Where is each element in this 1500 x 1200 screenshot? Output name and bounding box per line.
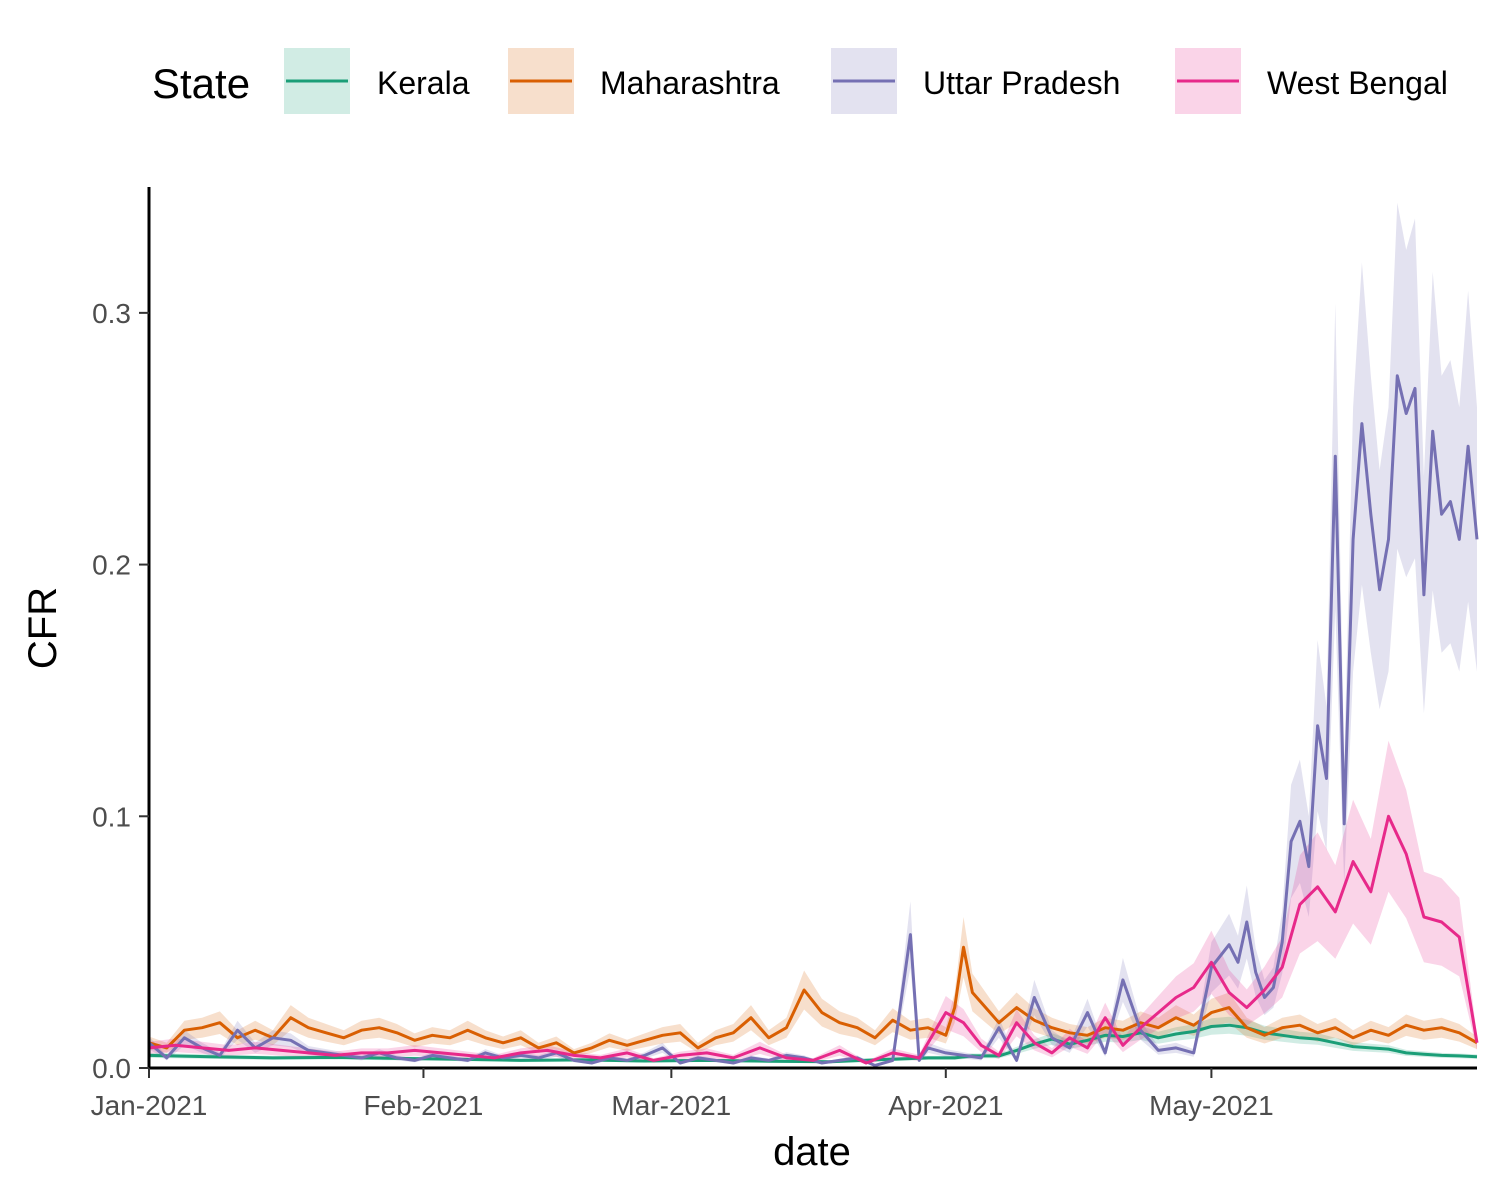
line-maharashtra	[148, 945, 1478, 1055]
confidence-bands	[149, 202, 1477, 1067]
band-kerala	[149, 1016, 1477, 1063]
band-uttar-pradesh	[149, 202, 1477, 1067]
x-tick-label: Jan-2021	[91, 1090, 208, 1121]
x-axis-title: date	[773, 1130, 851, 1174]
band-maharashtra	[149, 917, 1477, 1057]
series-lines	[148, 374, 1479, 1067]
ticks: 0.0 0.1 0.2 0.3 Jan-2021 Feb-2021 Mar-2021 Apr-…	[91, 298, 1274, 1121]
axes	[147, 187, 1477, 1070]
line-kerala	[148, 1023, 1478, 1064]
y-axis-title: CFR	[21, 587, 65, 669]
legend-item-west-bengal: West Bengal	[1175, 48, 1448, 114]
x-tick-label: Mar-2021	[611, 1090, 731, 1121]
y-tick-label: 0.2	[92, 550, 131, 581]
legend-label: Uttar Pradesh	[923, 65, 1120, 101]
x-tick-label: May-2021	[1149, 1090, 1274, 1121]
legend-label: Maharashtra	[600, 65, 780, 101]
x-tick-label: Feb-2021	[364, 1090, 484, 1121]
legend-item-uttar-pradesh: Uttar Pradesh	[831, 48, 1120, 114]
y-tick-label: 0.3	[92, 298, 131, 329]
legend-title: State	[152, 60, 250, 107]
legend-item-maharashtra: Maharashtra	[508, 48, 780, 114]
line-uttar-pradesh	[148, 374, 1479, 1067]
x-tick-label: Apr-2021	[888, 1090, 1003, 1121]
y-tick-label: 0.0	[92, 1053, 131, 1084]
y-tick-label: 0.1	[92, 801, 131, 832]
legend-label: West Bengal	[1267, 65, 1448, 101]
legend-item-kerala: Kerala	[284, 48, 470, 114]
legend: State Kerala Maharashtra Uttar Pradesh West…	[152, 48, 1448, 114]
legend-label: Kerala	[377, 65, 470, 101]
line-west-bengal	[148, 814, 1479, 1065]
